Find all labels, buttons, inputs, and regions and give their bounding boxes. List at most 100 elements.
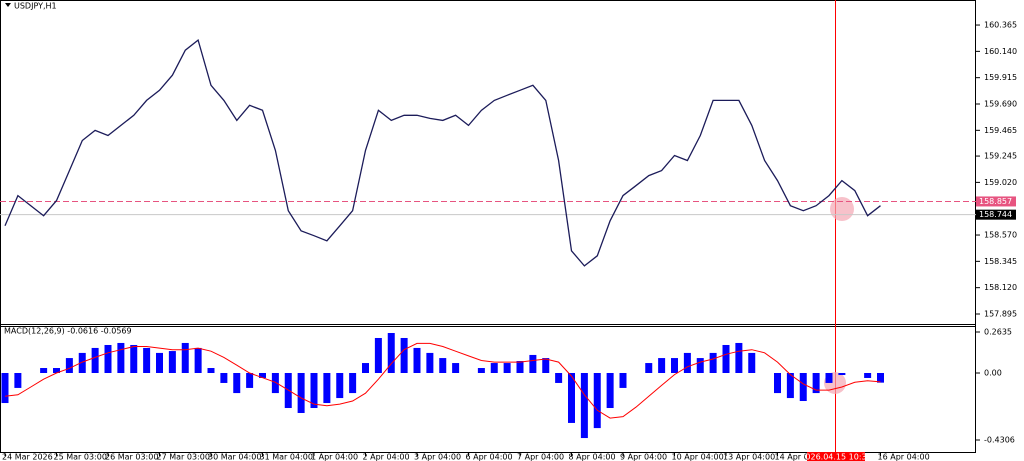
x-tick-label: 9 Apr 04:00 xyxy=(620,453,667,461)
y-tick-label: 159.465 xyxy=(984,126,1017,135)
macd-bar xyxy=(645,363,653,373)
macd-bar xyxy=(683,352,691,373)
macd-bar xyxy=(117,342,125,373)
macd-bar xyxy=(593,372,601,429)
y-tick-label: 159.915 xyxy=(984,73,1017,82)
x-tick-label: 16 Apr 04:00 xyxy=(878,453,930,461)
y-tick-label: 0.00 xyxy=(984,368,1002,377)
macd-bar xyxy=(580,372,588,439)
macd-bar xyxy=(400,337,408,373)
level-label: 158.857 xyxy=(979,197,1012,206)
macd-bar xyxy=(748,352,756,373)
macd-bar xyxy=(503,363,511,373)
y-tick-label: 160.140 xyxy=(984,47,1017,56)
level-label-bg xyxy=(976,196,1016,207)
y-tick-label: 0.2635 xyxy=(984,327,1012,336)
macd-bar xyxy=(336,372,344,399)
y-tick-label: -0.4306 xyxy=(984,436,1015,445)
x-tick-label: 24 Mar 2026 xyxy=(2,453,53,461)
macd-bar xyxy=(246,372,254,388)
macd-bar xyxy=(207,368,215,373)
y-tick-label: 158.570 xyxy=(984,231,1017,240)
y-tick-label: 157.895 xyxy=(984,309,1017,318)
x-tick-label: 10 Apr 04:00 xyxy=(672,453,724,461)
macd-bar xyxy=(490,363,498,373)
macd-bar xyxy=(812,372,820,394)
x-tick-label: 1 Apr 04:00 xyxy=(311,453,358,461)
macd-bar xyxy=(542,358,550,373)
macd-bar xyxy=(619,372,627,388)
level-label: 158.744 xyxy=(979,210,1012,219)
macd-bar xyxy=(1,372,9,404)
signal-line xyxy=(4,342,881,419)
macd-bar xyxy=(40,368,48,373)
macd-bar xyxy=(14,372,22,388)
macd-bar xyxy=(297,372,305,413)
level-label-bg xyxy=(976,209,1016,220)
macd-bar xyxy=(606,372,614,409)
macd-bar xyxy=(774,372,781,394)
macd-bar xyxy=(452,363,460,373)
macd-bar xyxy=(413,347,421,373)
macd-bar xyxy=(181,342,189,373)
macd-bar xyxy=(838,372,846,376)
y-tick-label: 158.120 xyxy=(984,283,1017,292)
macd-bar xyxy=(568,372,575,423)
macd-bar xyxy=(722,344,730,373)
macd-bar xyxy=(78,352,86,373)
macd-bar xyxy=(477,368,485,373)
y-tick-label: 159.690 xyxy=(984,100,1017,109)
x-tick-label: 13 Apr 04:00 xyxy=(723,453,775,461)
macd-bar xyxy=(374,337,382,373)
price-line xyxy=(4,38,881,267)
macd-bar xyxy=(864,372,872,378)
macd-bar xyxy=(156,352,163,373)
macd-bar xyxy=(555,372,563,383)
macd-bar xyxy=(426,352,434,373)
macd-bar xyxy=(349,372,357,394)
x-tick-label: 8 Apr 04:00 xyxy=(569,453,616,461)
macd-bar xyxy=(658,358,666,373)
macd-bar xyxy=(825,372,833,383)
macd-bar xyxy=(194,347,202,373)
macd-bar xyxy=(271,372,279,394)
crosshair-label: 2026.04.15 10:30 xyxy=(800,453,871,461)
macd-bar xyxy=(53,368,60,373)
macd-bar xyxy=(233,372,241,394)
x-tick-label: 2 Apr 04:00 xyxy=(363,453,410,461)
x-tick-label: 27 Mar 03:00 xyxy=(157,453,210,461)
x-tick-label: 6 Apr 04:00 xyxy=(466,453,513,461)
indicator-title: MACD(12,26,9) -0.0616 -0.0569 xyxy=(4,327,132,336)
x-tick-label: 26 Mar 03:00 xyxy=(105,453,158,461)
macd-bar xyxy=(671,358,678,373)
x-tick-label: 3 Apr 04:00 xyxy=(414,453,461,461)
macd-bar xyxy=(362,363,369,373)
macd-bar xyxy=(310,372,318,409)
macd-bar xyxy=(220,372,228,383)
macd-bar xyxy=(130,344,138,373)
x-tick-label: 30 Mar 04:00 xyxy=(208,453,261,461)
menu-icon[interactable] xyxy=(5,3,11,7)
highlight xyxy=(830,197,854,221)
macd-bar xyxy=(529,354,537,373)
macd-bar xyxy=(259,372,266,378)
crosshair-label-bg xyxy=(807,452,865,461)
x-tick-label: 14 Apr 04:00 xyxy=(775,453,827,461)
x-tick-label: 25 Mar 03:00 xyxy=(54,453,107,461)
y-tick-label: 160.365 xyxy=(984,21,1017,30)
y-tick-label: 158.345 xyxy=(984,257,1017,266)
macd-bar xyxy=(735,342,743,373)
chart-title: USDJPY,H1 xyxy=(14,2,57,11)
y-tick-label: 159.020 xyxy=(984,178,1017,187)
macd-bar xyxy=(696,358,704,373)
macd-bar xyxy=(323,372,331,404)
macd-bar xyxy=(439,358,447,373)
x-tick-label: 31 Mar 04:00 xyxy=(260,453,313,461)
x-tick-label: 7 Apr 04:00 xyxy=(517,453,564,461)
macd-bar xyxy=(143,347,151,373)
macd-bar xyxy=(709,352,717,373)
macd-bar xyxy=(65,358,73,373)
y-tick-label: 159.245 xyxy=(984,152,1017,161)
macd-bar xyxy=(91,347,99,373)
